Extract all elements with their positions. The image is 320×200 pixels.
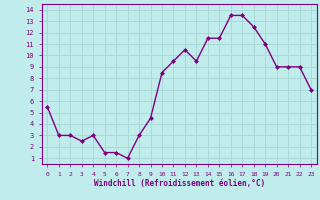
X-axis label: Windchill (Refroidissement éolien,°C): Windchill (Refroidissement éolien,°C) <box>94 179 265 188</box>
